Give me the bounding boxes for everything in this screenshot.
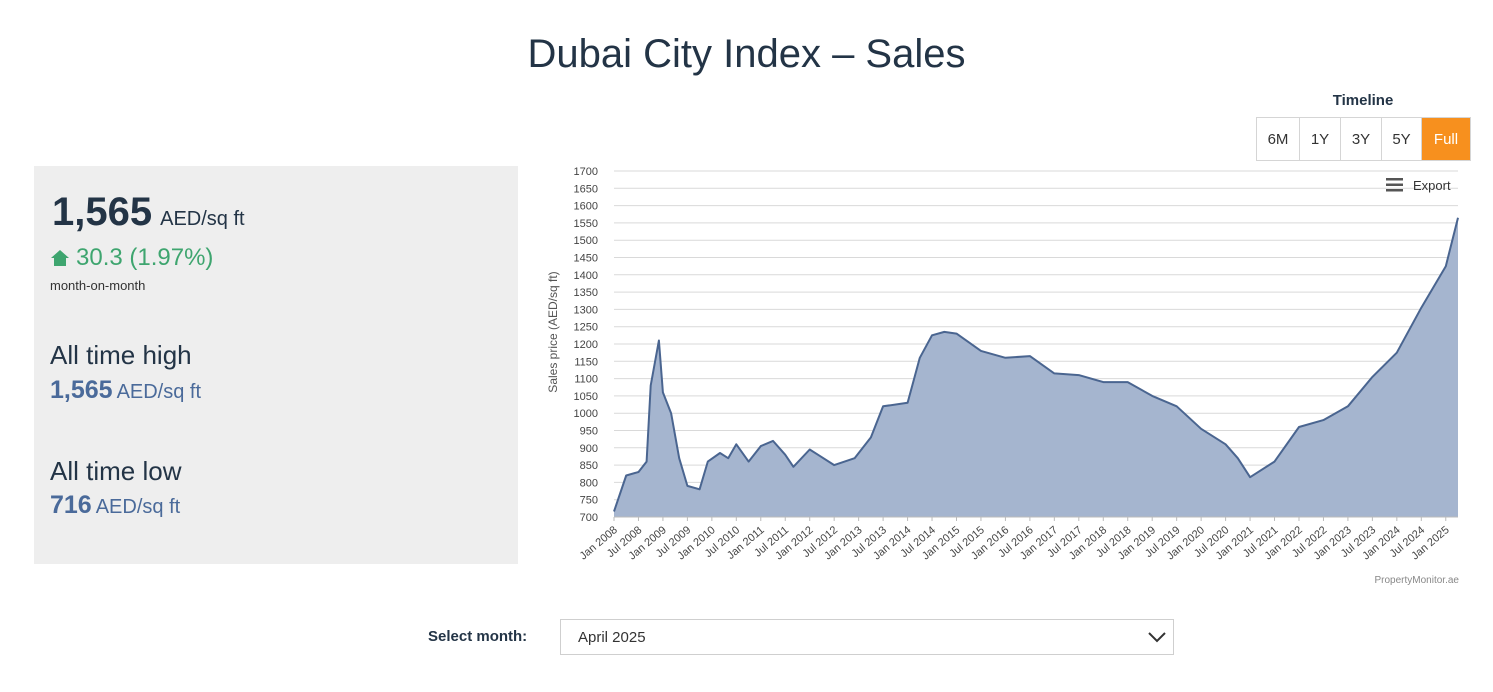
all-time-high-value: 1,565 [50,376,113,404]
y-tick-label: 1450 [574,253,598,265]
change-period: month-on-month [50,278,146,293]
y-tick-label: 750 [580,495,598,507]
chart-area-fill [614,217,1458,517]
y-tick-label: 1200 [574,339,598,351]
y-tick-label: 950 [580,426,598,438]
price-change-value: 30.3 (1.97%) [76,244,214,271]
all-time-low-label: All time low [50,456,182,486]
current-price-value: 1,565 [52,190,153,234]
y-tick-label: 900 [580,443,598,455]
y-tick-label: 1250 [574,322,598,334]
export-button[interactable]: Export [1382,176,1462,196]
menu-icon [1386,178,1403,192]
all-time-high-label: All time high [50,340,192,370]
y-axis-label: Sales price (AED/sq ft) [546,271,560,392]
all-time-high-value-row: 1,565 AED/sq ft [50,376,201,405]
chart-grid [614,170,1458,518]
all-time-low-value-row: 716 AED/sq ft [50,491,180,520]
current-price: 1,565 AED/sq ft [52,190,245,235]
all-time-low-value: 716 [50,491,92,519]
timeline-1y-button[interactable]: 1Y [1300,118,1341,160]
house-up-icon [51,250,69,266]
export-label: Export [1413,178,1451,193]
y-tick-label: 1650 [574,183,598,195]
y-tick-label: 1050 [574,391,598,403]
y-tick-label: 1400 [574,270,598,282]
timeline-3y-button[interactable]: 3Y [1341,118,1382,160]
y-tick-label: 1350 [574,287,598,299]
y-tick-label: 1600 [574,201,598,213]
y-tick-label: 1000 [574,408,598,420]
timeline-5y-button[interactable]: 5Y [1382,118,1422,160]
chart-series-line [613,217,1459,512]
all-time-high-unit: AED/sq ft [116,381,202,403]
chart-credit: PropertyMonitor.ae [1375,575,1460,586]
y-tick-label: 800 [580,477,598,489]
chevron-down-icon [1148,632,1166,643]
y-tick-label: 700 [580,512,598,524]
y-tick-label: 1150 [574,356,598,368]
timeline-full-button[interactable]: Full [1422,118,1470,160]
y-tick-label: 1500 [574,235,598,247]
current-price-unit: AED/sq ft [160,208,245,230]
select-month-label: Select month: [428,628,528,645]
timeline-6m-button[interactable]: 6M [1257,118,1300,160]
y-axis-ticks: 700 750 800 850 900 950 1000 1050 1100 1150 1200 12… [574,166,598,524]
y-tick-label: 1700 [574,166,598,178]
sales-price-chart: 700 750 800 850 900 950 1000 1050 1100 1150 1200 12… [546,166,1462,586]
y-tick-label: 1300 [574,304,598,316]
month-select-value: April 2025 [578,628,646,646]
y-tick-label: 1100 [574,374,598,386]
month-select[interactable]: April 2025 [560,619,1174,655]
price-change: 30.3 (1.97%) [50,244,213,272]
y-tick-label: 850 [580,460,598,472]
y-tick-label: 1550 [574,218,598,230]
timeline-range-selector: 6M 1Y 3Y 5Y Full [1256,117,1471,161]
all-time-low-unit: AED/sq ft [95,496,181,518]
timeline-title: Timeline [1332,92,1394,109]
page-title: Dubai City Index – Sales [527,32,966,76]
stats-panel: 1,565 AED/sq ft 30.3 (1.97%) month-on-mon… [34,166,518,564]
